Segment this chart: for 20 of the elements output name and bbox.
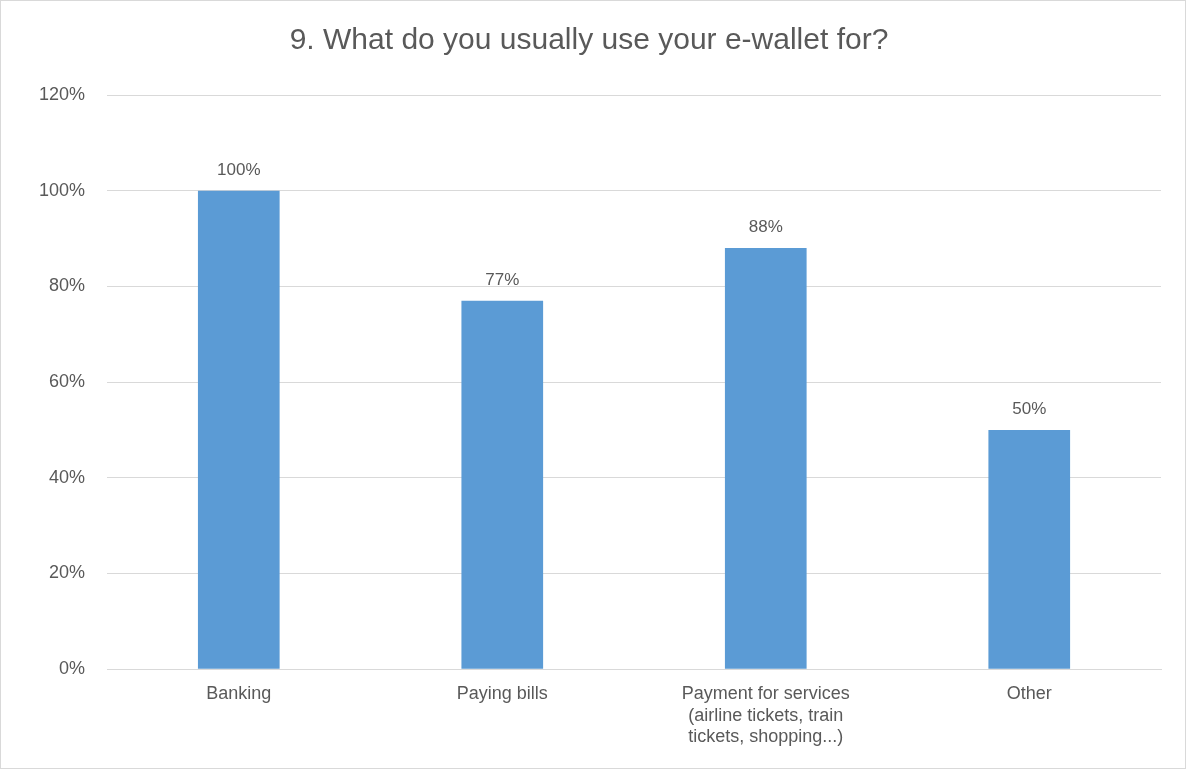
- data-label: 77%: [485, 269, 520, 289]
- x-tick-label: Banking: [206, 682, 272, 703]
- bar: [988, 429, 1071, 669]
- data-label: 88%: [748, 217, 783, 237]
- x-tick-label: Paying bills: [456, 682, 548, 703]
- x-tick-label: Other: [1006, 682, 1052, 703]
- bar: [724, 248, 807, 669]
- data-label: 50%: [1012, 399, 1047, 419]
- data-label: 100%: [217, 159, 261, 179]
- y-tick-label: 60%: [49, 371, 86, 392]
- y-tick-label: 20%: [49, 562, 86, 583]
- bar: [461, 300, 544, 669]
- y-tick-label: 80%: [49, 275, 86, 296]
- y-tick-label: 0%: [59, 658, 86, 679]
- chart-title: 9. What do you usually use your e-wallet for?: [289, 22, 889, 56]
- y-tick-label: 120%: [38, 83, 86, 104]
- y-tick-label: 100%: [38, 179, 86, 200]
- bar: [197, 190, 280, 669]
- y-tick-label: 40%: [49, 466, 86, 487]
- x-tick-label: Payment for services (airline tickets, train tickets, shopping...): [681, 682, 850, 747]
